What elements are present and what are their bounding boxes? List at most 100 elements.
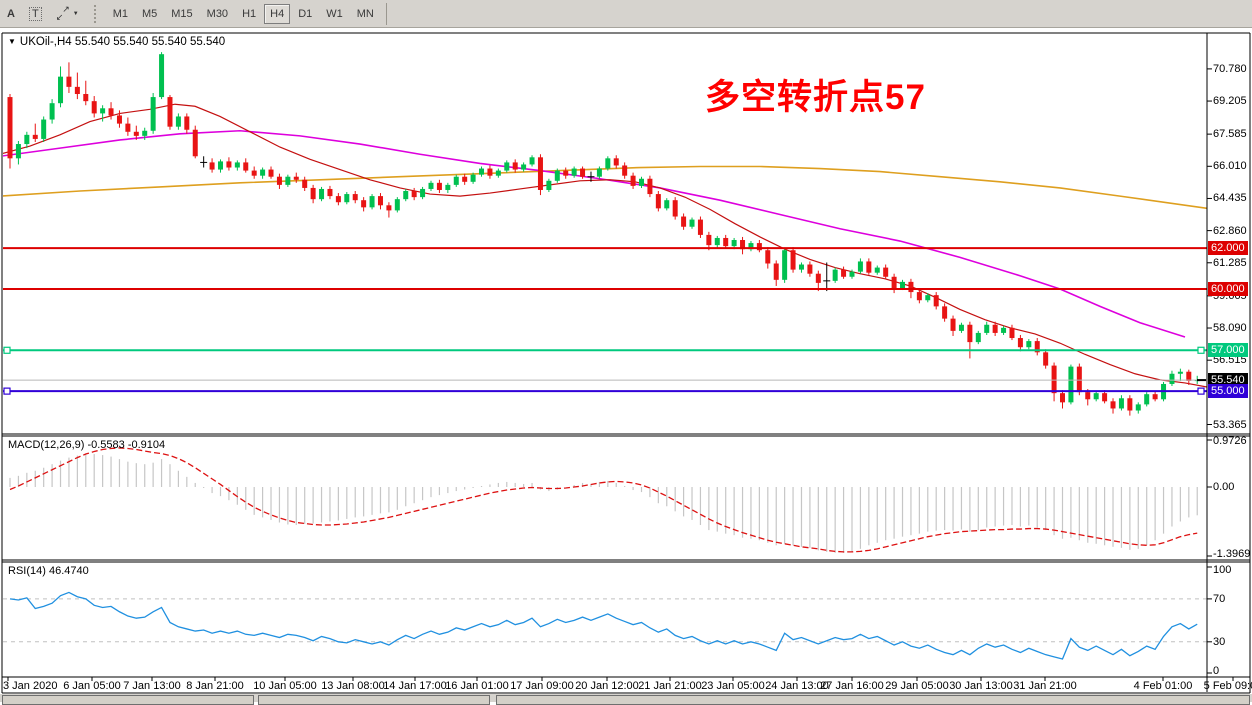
candle-body bbox=[83, 94, 89, 102]
price-tick-label: 66.010 bbox=[1213, 160, 1247, 173]
date-label: 14 Jan 17:00 bbox=[383, 680, 447, 692]
chart-title[interactable]: ▼ UKOil-,H4 55.540 55.540 55.540 55.540 bbox=[8, 36, 225, 48]
toolbar-grip[interactable] bbox=[93, 4, 100, 23]
rsi-pane[interactable] bbox=[3, 591, 1207, 660]
candle-body bbox=[664, 200, 670, 209]
candle-body bbox=[66, 76, 72, 87]
candle-body bbox=[521, 164, 527, 170]
timeframe-button-d1[interactable]: D1 bbox=[298, 7, 313, 20]
candle-body bbox=[1051, 365, 1057, 394]
price-tick-label: 70.780 bbox=[1213, 62, 1247, 75]
candle-body bbox=[1001, 327, 1007, 333]
date-label: 3 Jan 2020 bbox=[3, 680, 58, 692]
candle-body bbox=[1076, 366, 1082, 393]
candle-body bbox=[335, 196, 341, 203]
moving-average-slow-line bbox=[3, 165, 1207, 210]
price-tick-label: 69.205 bbox=[1213, 95, 1247, 108]
timeframe-button-w1[interactable]: W1 bbox=[326, 7, 343, 20]
price-tick-label: 61.285 bbox=[1213, 256, 1247, 269]
font-tool-button[interactable]: A bbox=[7, 7, 15, 20]
timeframe-button-h1[interactable]: H1 bbox=[242, 7, 257, 20]
candle-body bbox=[622, 165, 628, 176]
macd-tick-label: 0.00 bbox=[1213, 481, 1235, 493]
arrows-icon: ↗ ↙ bbox=[55, 4, 70, 22]
moving-average-mid-line bbox=[3, 129, 1186, 338]
rsi-tick-label: 70 bbox=[1213, 593, 1226, 605]
timeframe-button-h4[interactable]: H4 bbox=[264, 3, 291, 24]
candle-body bbox=[647, 178, 653, 195]
date-label: 31 Jan 21:00 bbox=[1013, 680, 1077, 692]
candle-body bbox=[302, 179, 308, 188]
timeframe-button-mn[interactable]: MN bbox=[356, 7, 374, 20]
candle-body bbox=[327, 188, 333, 197]
timeframe-button-m15[interactable]: M15 bbox=[171, 7, 193, 20]
candle-body bbox=[159, 54, 165, 98]
toolbar: A T ↗ ↙ ▼ M1 M5 M15 M30 H1 H4 D1 W1 MN bbox=[0, 0, 1252, 28]
candle-body bbox=[613, 158, 619, 166]
candle-body bbox=[916, 292, 922, 301]
candle-body bbox=[984, 324, 990, 333]
rsi-line bbox=[9, 591, 1198, 660]
candle-body bbox=[1085, 392, 1091, 400]
candle-body bbox=[546, 180, 552, 190]
candle-body bbox=[310, 187, 316, 200]
candle-body bbox=[765, 250, 771, 264]
candle-body bbox=[495, 170, 501, 176]
candle-body bbox=[874, 267, 880, 273]
candle-body bbox=[857, 261, 863, 272]
candle-body bbox=[756, 243, 762, 251]
date-label: 5 Feb 09:00 bbox=[1203, 680, 1252, 692]
candle-body bbox=[209, 162, 215, 170]
candle-body bbox=[251, 170, 257, 176]
candle-body bbox=[571, 168, 577, 176]
candle-body bbox=[184, 116, 190, 130]
macd-pane[interactable] bbox=[9, 447, 1198, 553]
timeframe-button-m1[interactable]: M1 bbox=[112, 7, 128, 20]
candle-body bbox=[1043, 352, 1049, 366]
candle-body bbox=[218, 161, 223, 170]
date-label: 20 Jan 12:00 bbox=[575, 680, 639, 692]
hline-handle[interactable] bbox=[3, 346, 11, 354]
hline-handle[interactable] bbox=[1197, 346, 1205, 354]
timeframe-button-m30[interactable]: M30 bbox=[206, 7, 229, 20]
candle-body bbox=[74, 86, 80, 95]
candle-body bbox=[352, 194, 358, 201]
candle-body bbox=[950, 318, 956, 331]
date-label: 8 Jan 21:00 bbox=[186, 680, 244, 692]
candle-body bbox=[377, 196, 383, 206]
candle-body bbox=[142, 130, 148, 136]
candle-body bbox=[167, 97, 173, 127]
date-label: 6 Jan 05:00 bbox=[63, 680, 121, 692]
candle-body bbox=[731, 240, 737, 247]
candle-body bbox=[285, 176, 291, 185]
candle-body bbox=[487, 168, 493, 176]
candle-body bbox=[512, 162, 518, 170]
arrows-tool-button[interactable]: ↗ ↙ ▼ bbox=[50, 4, 85, 24]
candle-body bbox=[420, 188, 426, 198]
text-label-tool-button[interactable]: T bbox=[23, 4, 48, 24]
candle-body bbox=[714, 237, 720, 246]
timeframe-button-m5[interactable]: M5 bbox=[141, 7, 158, 20]
candle-body bbox=[58, 76, 64, 104]
candle-body bbox=[108, 108, 114, 116]
candle-body bbox=[276, 176, 282, 185]
main-chart-pane[interactable] bbox=[0, 52, 1207, 416]
status-strip bbox=[0, 694, 1252, 705]
candle-body bbox=[394, 199, 400, 211]
candle-body bbox=[925, 295, 931, 301]
hline-handle[interactable] bbox=[1197, 387, 1205, 395]
date-label: 7 Jan 13:00 bbox=[123, 680, 181, 692]
date-label: 27 Jan 16:00 bbox=[820, 680, 884, 692]
hline-handle[interactable] bbox=[3, 387, 11, 395]
price-tick-label: 67.585 bbox=[1213, 128, 1247, 141]
candle-body bbox=[453, 176, 459, 185]
date-label: 30 Jan 13:00 bbox=[949, 680, 1013, 692]
price-badge-60.000: 60.000 bbox=[1208, 282, 1248, 297]
date-label: 24 Jan 13:00 bbox=[765, 680, 829, 692]
chart-annotation-text[interactable]: 多空转折点57 bbox=[705, 78, 926, 117]
candle-body bbox=[933, 295, 939, 307]
candle-body bbox=[125, 123, 131, 132]
candle-body bbox=[1034, 341, 1040, 353]
